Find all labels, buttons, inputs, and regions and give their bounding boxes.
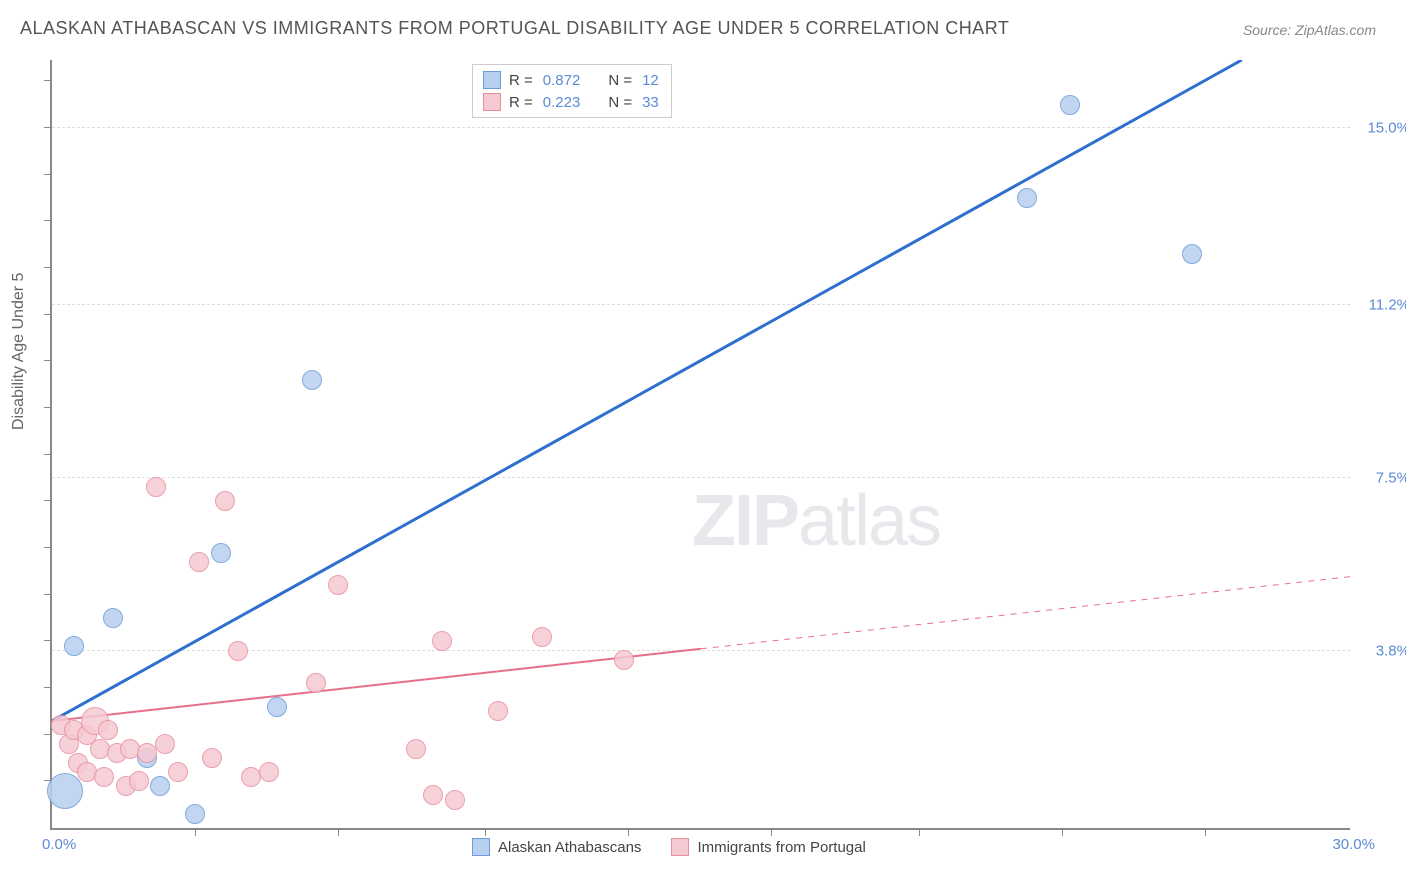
x-tick [771, 828, 772, 836]
scatter-point [202, 748, 222, 768]
scatter-point [64, 636, 84, 656]
scatter-point [155, 734, 175, 754]
correlation-legend: R = 0.872 N = 12 R = 0.223 N = 33 [472, 64, 672, 118]
scatter-point [1060, 95, 1080, 115]
x-tick [195, 828, 196, 836]
y-tick-label: 7.5% [1376, 470, 1406, 487]
legend-item: Alaskan Athabascans [472, 838, 641, 856]
legend-n-label: N = [608, 72, 632, 89]
chart-title: ALASKAN ATHABASCAN VS IMMIGRANTS FROM PO… [20, 18, 1009, 39]
legend-r-value: 0.223 [543, 94, 581, 111]
y-tick [44, 500, 52, 501]
scatter-point [614, 650, 634, 670]
y-tick [44, 174, 52, 175]
x-tick [338, 828, 339, 836]
legend-row: R = 0.872 N = 12 [483, 69, 661, 91]
x-tick [1062, 828, 1063, 836]
legend-r-label: R = [509, 72, 533, 89]
legend-n-value: 12 [642, 72, 659, 89]
scatter-point [185, 804, 205, 824]
scatter-point [328, 575, 348, 595]
scatter-point [211, 543, 231, 563]
legend-swatch [483, 93, 501, 111]
y-tick-label: 3.8% [1376, 642, 1406, 659]
scatter-point [189, 552, 209, 572]
scatter-point [228, 641, 248, 661]
scatter-point [432, 631, 452, 651]
x-tick [1205, 828, 1206, 836]
y-tick [44, 407, 52, 408]
scatter-point [1182, 244, 1202, 264]
gridline [52, 127, 1350, 128]
watermark: ZIPatlas [692, 480, 940, 562]
chart-plot-area: 15.0%11.2%7.5%3.8% ZIPatlas R =0.872N =1… [50, 60, 1350, 830]
legend-r-value: 0.872 [543, 72, 581, 89]
scatter-point [129, 771, 149, 791]
scatter-point [103, 608, 123, 628]
source-attribution: Source: ZipAtlas.com [1243, 22, 1376, 38]
watermark-bold: ZIP [692, 481, 798, 561]
scatter-point [445, 790, 465, 810]
legend-row: R = 0.223 N = 33 [483, 91, 661, 113]
x-axis-origin-label: 0.0% [42, 836, 76, 853]
legend-n-label: N = [608, 94, 632, 111]
x-tick [485, 828, 486, 836]
legend-r-label: R = [509, 94, 533, 111]
x-tick [919, 828, 920, 836]
trend-lines-layer [52, 60, 1350, 828]
y-tick [44, 640, 52, 641]
scatter-point [302, 370, 322, 390]
scatter-point [215, 491, 235, 511]
gridline [52, 304, 1350, 305]
legend-n-value: 33 [642, 94, 659, 111]
y-axis-label: Disability Age Under 5 [10, 273, 28, 430]
y-tick [44, 220, 52, 221]
y-tick [44, 314, 52, 315]
scatter-point [150, 776, 170, 796]
y-tick-label: 11.2% [1369, 297, 1406, 314]
scatter-point [306, 673, 326, 693]
gridline [52, 477, 1350, 478]
y-tick [44, 360, 52, 361]
legend-swatch [671, 838, 689, 856]
series-legend: Alaskan Athabascans Immigrants from Portu… [472, 838, 866, 856]
scatter-point [406, 739, 426, 759]
scatter-point [98, 720, 118, 740]
x-axis-max-label: 30.0% [1332, 836, 1375, 853]
y-tick [44, 80, 52, 81]
scatter-point [47, 773, 83, 809]
scatter-point [488, 701, 508, 721]
scatter-point [1017, 188, 1037, 208]
legend-swatch [472, 838, 490, 856]
watermark-rest: atlas [798, 481, 940, 561]
x-tick [628, 828, 629, 836]
y-tick [44, 127, 52, 128]
scatter-point [94, 767, 114, 787]
y-tick [44, 734, 52, 735]
legend-label: Alaskan Athabascans [498, 839, 641, 856]
scatter-point [532, 627, 552, 647]
y-tick [44, 594, 52, 595]
scatter-point [168, 762, 188, 782]
legend-item: Immigrants from Portugal [671, 838, 865, 856]
scatter-point [146, 477, 166, 497]
y-tick-label: 15.0% [1367, 120, 1406, 137]
y-tick [44, 267, 52, 268]
y-tick [44, 547, 52, 548]
y-tick [44, 687, 52, 688]
scatter-point [423, 785, 443, 805]
y-tick [44, 454, 52, 455]
scatter-point [259, 762, 279, 782]
scatter-point [267, 697, 287, 717]
legend-swatch [483, 71, 501, 89]
legend-label: Immigrants from Portugal [697, 839, 865, 856]
